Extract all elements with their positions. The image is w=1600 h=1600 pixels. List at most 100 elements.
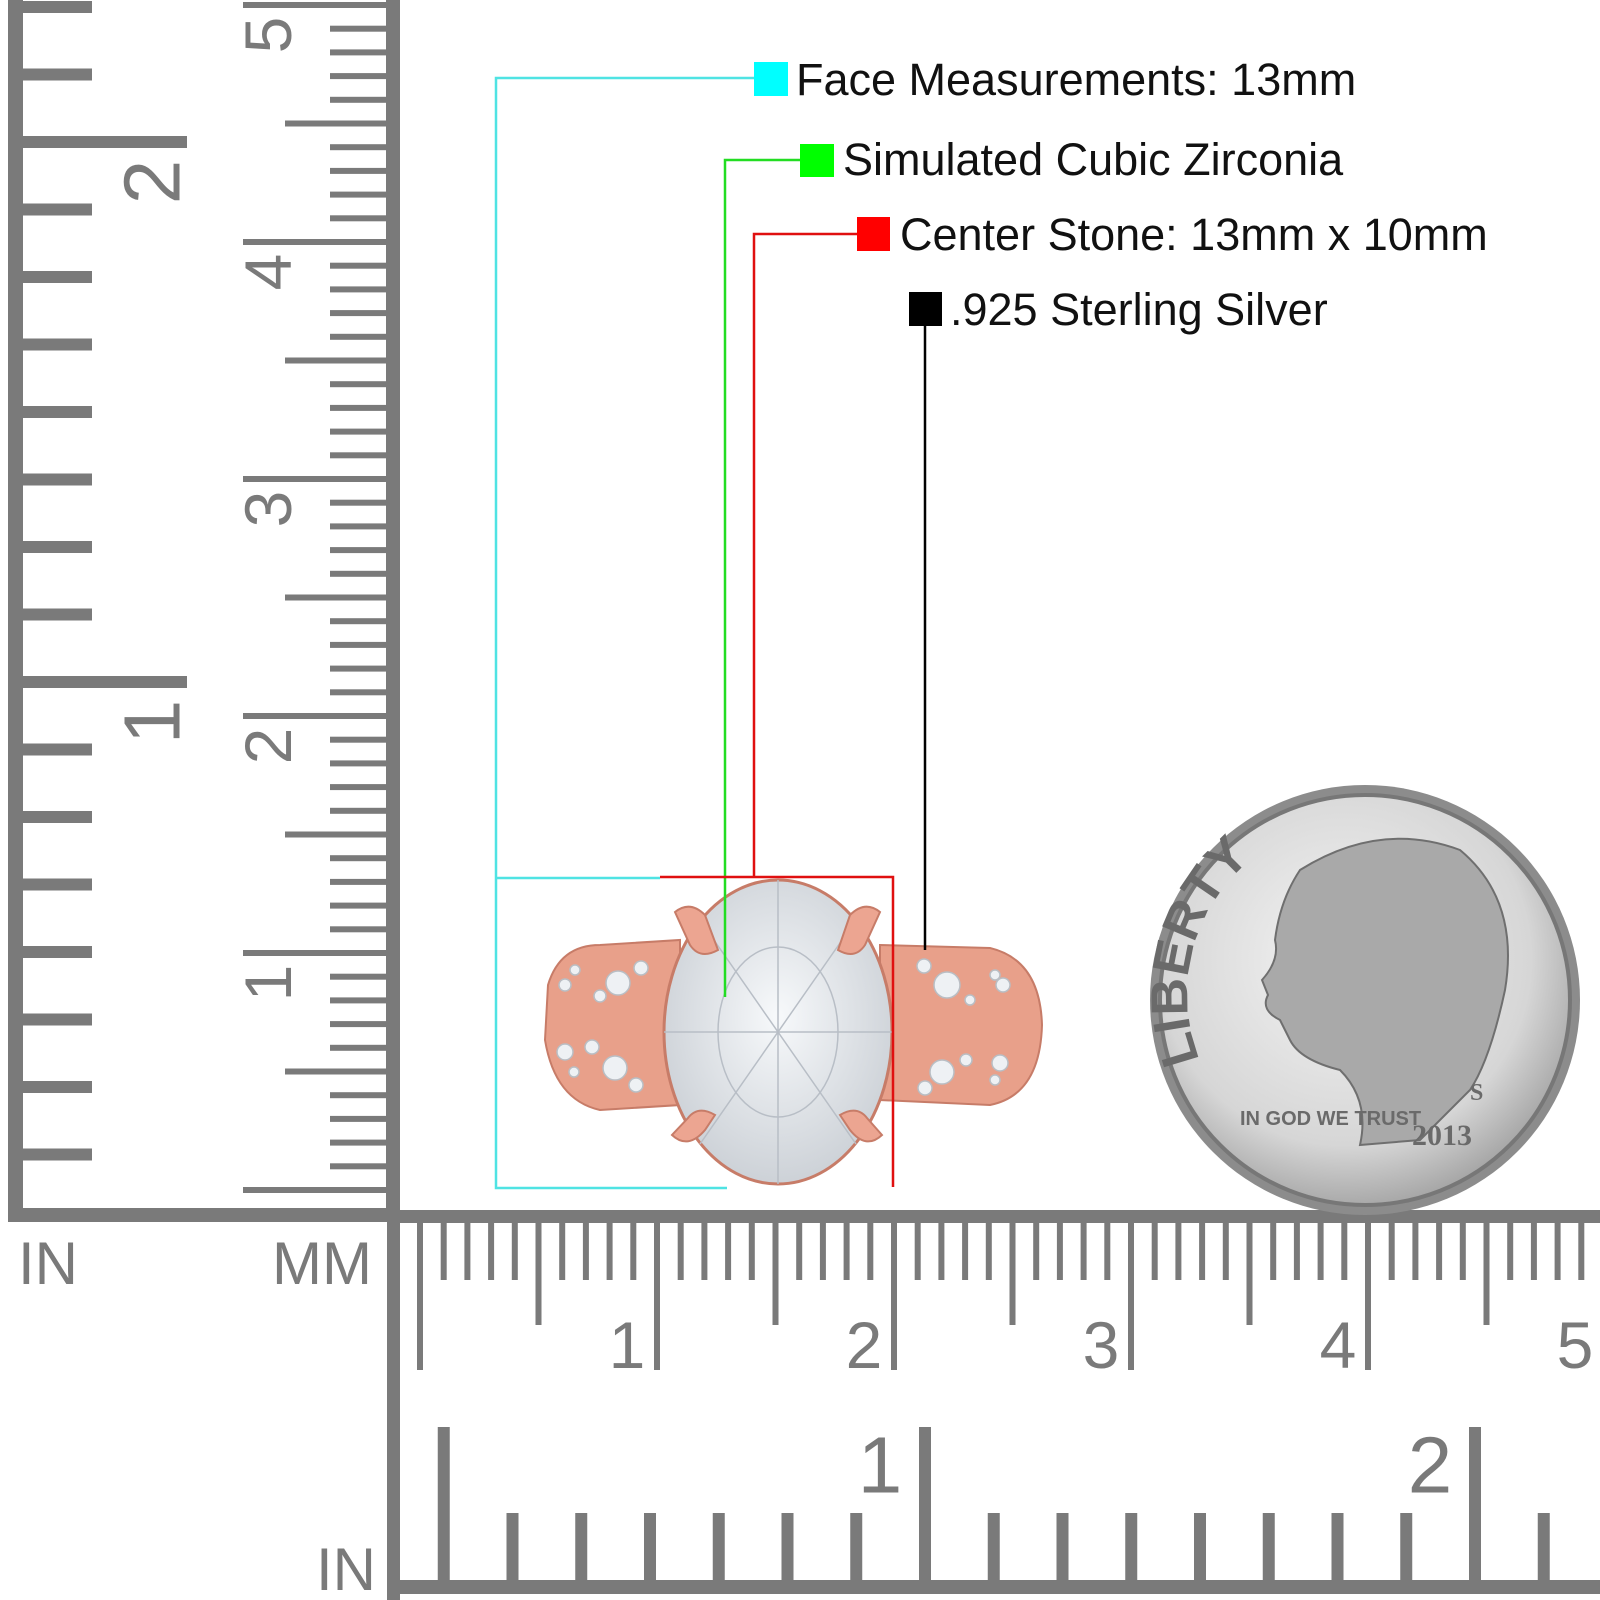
horizontal-mm-tick — [1436, 1222, 1443, 1280]
horizontal-ruler-inch-edge — [387, 1580, 1600, 1594]
vertical-mm-tick — [285, 357, 388, 364]
horizontal-mm-tick — [914, 1222, 921, 1280]
vertical-cm-label: 2 — [231, 728, 305, 765]
vertical-mm-tick — [330, 333, 388, 340]
vertical-inch-tick — [23, 1081, 92, 1093]
coin-mint-mark: S — [1470, 1080, 1483, 1106]
horizontal-inch-tick — [644, 1513, 656, 1582]
vertical-inch-tick — [23, 608, 92, 621]
horizontal-inch-tick — [1262, 1513, 1275, 1582]
horizontal-mm-tick — [535, 1222, 542, 1325]
center-stone-line — [752, 232, 857, 877]
center-stone-swatch — [857, 217, 890, 251]
horizontal-mm-tick — [843, 1222, 850, 1280]
vertical-inch-tick — [23, 946, 92, 958]
left-ruler-inch-label: IN — [18, 1230, 78, 1297]
horizontal-mm-tick — [1056, 1222, 1063, 1280]
horizontal-mm-tick — [867, 1222, 874, 1280]
horizontal-mm-tick — [440, 1222, 447, 1280]
vertical-mm-tick — [243, 2, 388, 8]
horizontal-mm-tick — [1530, 1222, 1537, 1280]
vertical-mm-tick — [330, 973, 388, 980]
cz-swatch — [800, 144, 834, 177]
vertical-mm-tick — [243, 1187, 388, 1193]
horizontal-mm-tick — [1507, 1222, 1514, 1280]
stone-facets — [664, 880, 892, 1184]
vertical-mm-tick — [330, 310, 388, 317]
vertical-inch-tick — [23, 473, 92, 486]
vertical-mm-tick — [285, 594, 388, 601]
vertical-inch-tick — [23, 878, 92, 891]
center-stone-box-line — [660, 875, 895, 1187]
horizontal-mm-tick — [559, 1222, 566, 1280]
accent-stones — [556, 958, 1011, 1096]
horizontal-inch-tick — [1469, 1427, 1481, 1582]
bottom-ruler-inch-label: IN — [316, 1536, 376, 1600]
horizontal-mm-tick — [606, 1222, 613, 1280]
vertical-mm-tick — [330, 665, 388, 672]
horizontal-mm-tick — [748, 1222, 755, 1280]
horizontal-cm-label: 5 — [1557, 1308, 1594, 1382]
horizontal-mm-tick — [1459, 1222, 1466, 1280]
horizontal-mm-tick — [891, 1222, 897, 1370]
horizontal-inch-label: 2 — [1408, 1421, 1453, 1510]
horizontal-mm-tick — [630, 1222, 637, 1280]
horizontal-inch-tick — [781, 1513, 794, 1582]
horizontal-inch-tick — [1125, 1513, 1138, 1582]
vertical-inch-tick — [23, 676, 187, 688]
vertical-mm-tick — [330, 404, 388, 411]
horizontal-inch-tick — [987, 1513, 1000, 1582]
vertical-cm-label: 3 — [231, 491, 305, 528]
vertical-mm-tick — [330, 191, 388, 198]
horizontal-mm-tick — [1009, 1222, 1016, 1325]
horizontal-inch-tick — [1537, 1513, 1550, 1582]
vertical-inch-tick — [23, 136, 187, 148]
vertical-mm-tick — [330, 878, 388, 885]
horizontal-mm-tick — [417, 1222, 423, 1370]
horizontal-inch-tick — [575, 1513, 588, 1582]
vertical-mm-tick — [330, 73, 388, 80]
vertical-mm-tick — [330, 1139, 388, 1146]
vertical-inch-label: 1 — [108, 700, 197, 745]
vertical-cm-label: 5 — [231, 17, 305, 54]
horizontal-mm-tick — [962, 1222, 969, 1280]
vertical-mm-tick — [243, 476, 388, 482]
legend-metal: .925 Sterling Silver — [950, 284, 1328, 335]
vertical-inch-tick — [23, 541, 92, 553]
coin-motto: IN GOD WE TRUST — [1240, 1108, 1421, 1130]
vertical-mm-tick — [330, 547, 388, 554]
vertical-mm-tick — [285, 831, 388, 838]
horizontal-mm-tick — [938, 1222, 945, 1280]
vertical-mm-tick — [330, 570, 388, 577]
vertical-mm-tick — [330, 902, 388, 909]
vertical-mm-tick — [330, 215, 388, 222]
vertical-inch-label: 2 — [108, 160, 197, 205]
cz-line — [723, 158, 800, 997]
horizontal-mm-tick — [1341, 1222, 1348, 1280]
horizontal-inch-tick — [1056, 1513, 1069, 1582]
horizontal-mm-tick — [1246, 1222, 1253, 1325]
vertical-ruler-mm-edge — [386, 0, 400, 1222]
horizontal-mm-tick — [677, 1222, 684, 1280]
prongs — [670, 905, 884, 1143]
horizontal-mm-tick — [654, 1222, 660, 1370]
horizontal-mm-tick — [796, 1222, 803, 1280]
ring-illustration — [543, 878, 1044, 1186]
horizontal-mm-tick — [1222, 1222, 1229, 1280]
vertical-mm-tick — [330, 286, 388, 293]
vertical-cm-label: 1 — [231, 965, 305, 1002]
horizontal-mm-tick — [1080, 1222, 1087, 1280]
vertical-mm-tick — [330, 25, 388, 32]
horizontal-mm-tick — [1033, 1222, 1040, 1280]
coin-year: 2013 — [1412, 1119, 1472, 1152]
horizontal-mm-tick — [1578, 1222, 1585, 1280]
vertical-mm-tick — [330, 1163, 388, 1170]
vertical-inch-tick — [23, 743, 92, 756]
vertical-mm-tick — [330, 997, 388, 1004]
vertical-mm-tick — [330, 49, 388, 56]
horizontal-mm-tick — [488, 1222, 495, 1280]
dime-coin: LIBERTY IN GOD WE TRUST 2013 S — [1141, 785, 1580, 1215]
horizontal-mm-tick — [1128, 1222, 1134, 1370]
